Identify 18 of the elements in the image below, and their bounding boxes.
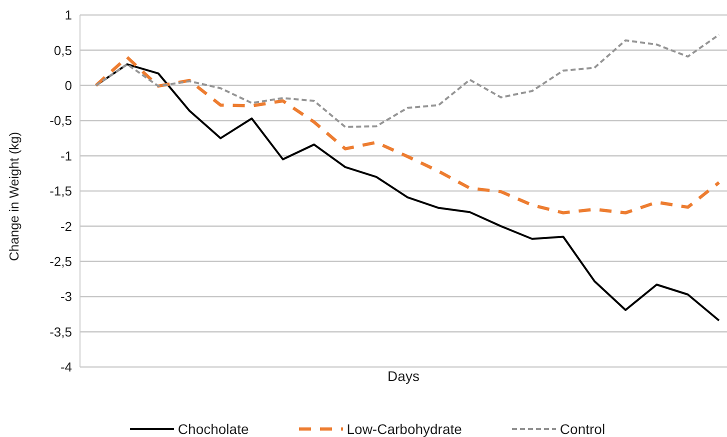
y-tick-label: -3,5 [50, 324, 72, 340]
y-tick-label: 1 [64, 8, 72, 23]
y-tick-label: -1,5 [50, 184, 72, 199]
y-tick-label: 0 [64, 78, 72, 94]
y-tick-label: -0,5 [50, 113, 72, 128]
y-tick-label: -2 [60, 218, 72, 234]
y-axis-title: Change in Weight (kg) [6, 132, 22, 261]
y-tick-label: 0,5 [54, 42, 72, 58]
y-tick-label: -1 [60, 148, 72, 164]
line-series [94, 56, 721, 214]
legend-label: Control [560, 421, 606, 437]
legend-label: Low-Carbohydrate [346, 421, 462, 437]
y-tick-label: -4 [60, 360, 72, 375]
line-series [95, 34, 720, 128]
legend-label: Chocholate [178, 421, 249, 437]
x-axis-title: Days [388, 368, 420, 384]
y-tick-label: -2,5 [50, 254, 72, 270]
y-tick-label: -3 [60, 289, 72, 304]
